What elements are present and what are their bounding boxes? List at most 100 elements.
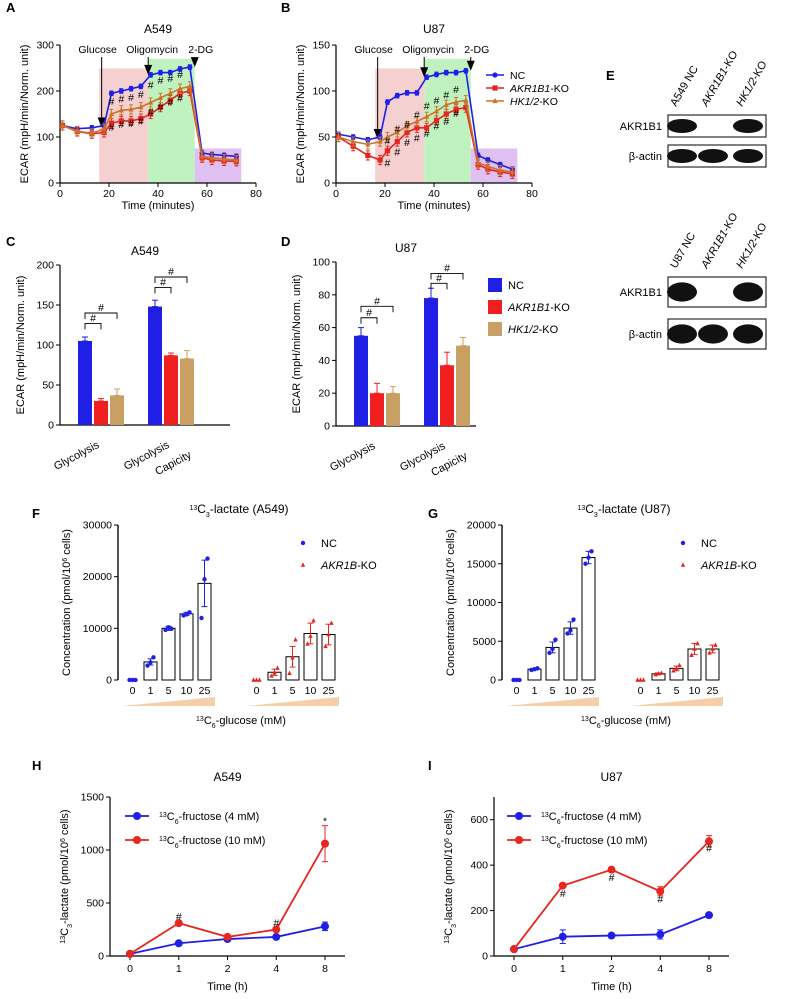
data-point <box>659 670 664 675</box>
legend-label-nc: NC <box>508 280 524 292</box>
text-part: -lactate (pmol/10 <box>59 842 71 924</box>
text-part: NC <box>510 70 526 82</box>
chart-title: U87 <box>600 770 622 784</box>
y-tick-label: 1500 <box>81 792 105 804</box>
injection-label: Oligomycin <box>402 44 454 56</box>
data-point <box>148 99 154 105</box>
data-point <box>163 627 168 633</box>
text-part: -fructose (4 mM) <box>561 811 642 823</box>
data-point <box>133 677 138 683</box>
bar-nc <box>179 613 194 681</box>
isotope-count: 3 <box>67 924 74 928</box>
bar-hk1-2-ko <box>110 395 124 425</box>
data-point <box>321 922 329 931</box>
data-point <box>475 159 481 165</box>
data-point <box>157 94 164 100</box>
injection-arrow-head <box>97 117 106 128</box>
significance-mark: # <box>167 73 173 85</box>
significance-mark: # <box>109 96 115 108</box>
data-point <box>414 125 420 131</box>
significance-mark: # <box>177 93 183 105</box>
data-point <box>589 549 594 554</box>
data-point <box>517 677 522 683</box>
legend-label-akr1b1-ko: AKR1B1-KO <box>507 302 570 314</box>
x-tick-label: 1 <box>656 685 662 697</box>
panel-letter-c: C <box>6 234 16 249</box>
y-tick-label: 100 <box>36 132 54 144</box>
phase-shading <box>424 58 471 183</box>
data-point <box>308 633 313 638</box>
bar-akr1b1-ko <box>164 355 178 425</box>
data-point <box>568 628 573 633</box>
x-tick-label: 25 <box>707 685 719 697</box>
data-point <box>272 925 281 934</box>
injection-arrow-head <box>373 129 382 139</box>
data-point <box>118 107 124 113</box>
x-tick-label: 8 <box>706 963 712 975</box>
data-point <box>108 110 115 117</box>
y-tick-label: 600 <box>470 814 488 826</box>
bar-nc <box>424 298 438 426</box>
injection-arrow-head <box>190 57 199 68</box>
data-point <box>404 122 410 129</box>
data-point <box>174 919 183 928</box>
legend-label-nc: NC <box>321 538 337 550</box>
y-tick-label: 150 <box>312 40 330 52</box>
chart-u87-glycolysis-bars: 0 20 40 60 80 100 U87 ECAR (mpH/min/Norm. unit)… <box>291 241 570 479</box>
panel-letters: A B C D E F G H I <box>6 0 615 773</box>
data-point <box>287 670 292 676</box>
injection-label: Glucose <box>354 44 393 56</box>
significance-mark: # <box>158 75 164 87</box>
significance-mark: # <box>436 272 442 284</box>
superscript: 6 <box>444 838 451 842</box>
bar-hk1-2-ko <box>386 393 400 426</box>
significance-mark: # <box>176 911 182 923</box>
significance-bracket <box>360 305 394 313</box>
significance-mark: # <box>385 135 391 147</box>
data-point <box>138 116 144 122</box>
legend-label-13c6-fructose-10-mm: 13C6-fructose (10 mM) <box>159 835 265 850</box>
text-part: Concentration (pmol/10 <box>445 562 457 676</box>
lane-label-hk1-2-ko: HK1/2-KO <box>734 59 770 109</box>
data-point <box>272 932 281 941</box>
data-point <box>414 90 420 96</box>
data-point <box>635 677 640 682</box>
data-point <box>59 122 66 128</box>
significance-bracket <box>430 282 448 290</box>
data-point <box>329 620 334 625</box>
y-tick-label: 1000 <box>81 845 105 857</box>
injection-label: Glucose <box>78 44 117 56</box>
legend-marker <box>492 72 498 78</box>
isotope-element: C <box>549 835 557 847</box>
isotope-element: C <box>585 502 594 516</box>
y-tick-label: 100 <box>312 86 330 98</box>
significance-bracket <box>154 276 188 283</box>
injection-label: Oligomycin <box>126 44 178 56</box>
isotope-mass: 13 <box>541 836 549 843</box>
y-tick-label: 0 <box>324 178 330 190</box>
gene-name: AKR1B1 <box>507 302 550 314</box>
bar-akr1b1-ko <box>94 401 108 425</box>
x-tick-label: 60 <box>201 188 213 200</box>
isotope-count: 6 <box>175 819 179 826</box>
panel-letter-d: D <box>281 234 290 249</box>
data-point <box>199 615 204 621</box>
injection-arrow-head <box>420 67 429 78</box>
text-part: Concentration (pmol/10 <box>61 562 73 676</box>
significance-mark: # <box>109 122 115 134</box>
x-tick-label: 0 <box>130 685 136 697</box>
text-part: -KO <box>357 560 377 572</box>
y-tick-label: 0 <box>106 675 112 687</box>
significance-mark: # <box>90 312 96 324</box>
data-point <box>187 83 193 89</box>
data-point <box>510 945 518 954</box>
significance-mark: # <box>273 917 279 929</box>
x-axis-label: 13C6-glucose (mM) <box>196 715 286 730</box>
data-point <box>656 930 665 939</box>
data-point <box>177 85 183 91</box>
data-point <box>167 90 173 96</box>
significance-mark: # <box>128 92 134 104</box>
blot-band <box>733 282 763 302</box>
data-point <box>305 641 310 646</box>
isotope-element: C <box>443 928 455 936</box>
